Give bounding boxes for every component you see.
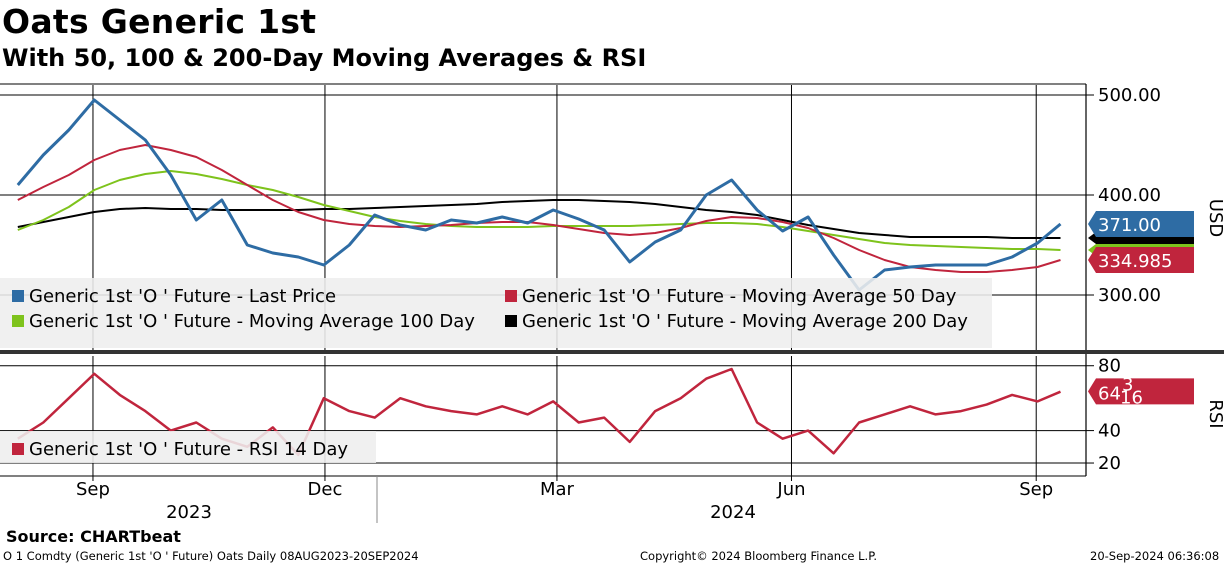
price-tag <box>1088 211 1194 237</box>
price-tag-label: 371.00 <box>1098 215 1161 236</box>
legend-swatch-ma100 <box>12 315 24 327</box>
price-ytick-label-2: 500.00 <box>1098 85 1161 106</box>
x-tick-label-3: Jun <box>776 479 805 500</box>
series-line-ma100 <box>17 170 1061 251</box>
legend-label-ma50: Generic 1st 'O ' Future - Moving Average… <box>522 286 957 307</box>
x-tick-label-1: Dec <box>308 479 343 500</box>
price-axis-label: USD <box>1205 199 1224 237</box>
ma50-tag-label: 334.985 <box>1098 251 1172 272</box>
rsi-tag-int: 64 <box>1098 383 1121 404</box>
year-label-2024: 2024 <box>710 502 756 523</box>
series-line-price <box>16 98 1062 292</box>
legend-swatch-price <box>12 290 24 302</box>
rsi-tag-num: 3 <box>1122 374 1133 395</box>
footer-timestamp: 20-Sep-2024 06:36:08 <box>1090 549 1220 563</box>
rsi-ytick-label-2: 80 <box>1098 356 1121 377</box>
legend-label-ma100: Generic 1st 'O ' Future - Moving Average… <box>29 311 475 332</box>
chart-title: Oats Generic 1st <box>2 2 317 41</box>
year-label-2023: 2023 <box>166 502 212 523</box>
price-ytick-label-1: 400.00 <box>1098 185 1161 206</box>
legend-swatch-rsi <box>12 443 24 455</box>
legend-swatch-ma200 <box>505 315 517 327</box>
x-tick-label-0: Sep <box>76 479 110 500</box>
panel-divider <box>0 350 1224 354</box>
series-line-rsi <box>17 367 1061 457</box>
source-label: Source: CHARTbeat <box>6 527 181 546</box>
price-ytick-label-0: 300.00 <box>1098 285 1161 306</box>
footer-left: O 1 Comdty (Generic 1st 'O ' Future) Oat… <box>3 549 419 563</box>
series-line-ma200 <box>17 199 1061 239</box>
rsi-legend-box <box>0 431 376 463</box>
rsi-tag <box>1088 378 1194 405</box>
rsi-ytick-label-1: 40 <box>1098 421 1121 442</box>
price-legend-box <box>0 278 992 348</box>
rsi-tag-den: 16 <box>1120 387 1143 408</box>
x-tick-label-4: Sep <box>1019 479 1053 500</box>
ma50-tag <box>1088 247 1194 274</box>
legend-label-ma200: Generic 1st 'O ' Future - Moving Average… <box>522 311 968 332</box>
series-line-ma50 <box>17 144 1061 273</box>
rsi-ytick-label-0: 20 <box>1098 453 1121 474</box>
legend-label-price: Generic 1st 'O ' Future - Last Price <box>29 286 336 307</box>
legend-swatch-ma50 <box>505 290 517 302</box>
legend-label-rsi: Generic 1st 'O ' Future - RSI 14 Day <box>29 439 348 460</box>
rsi-axis-label: RSI <box>1205 399 1224 428</box>
footer-copyright: Copyright© 2024 Bloomberg Finance L.P. <box>640 549 877 563</box>
x-tick-label-2: Mar <box>540 479 575 500</box>
chart-subtitle: With 50, 100 & 200-Day Moving Averages &… <box>2 44 647 72</box>
